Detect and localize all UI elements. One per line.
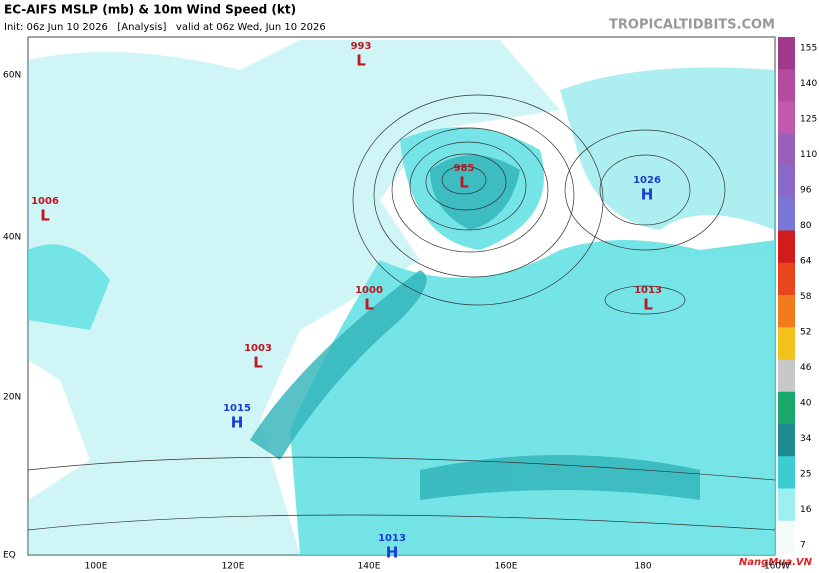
center-pressure: 1000	[355, 285, 383, 296]
colorbar-tick: 140	[800, 79, 817, 89]
center-type: L	[356, 52, 366, 70]
center-pressure: 1015	[223, 403, 251, 414]
center-type: H	[231, 414, 244, 432]
isobars	[27, 94, 776, 531]
center-type: L	[643, 296, 653, 314]
colorbar-swatch	[778, 424, 795, 457]
colorbar-tick: 64	[800, 257, 812, 267]
colorbar-swatch	[778, 456, 795, 489]
lon-label: 100E	[85, 562, 108, 572]
center-type: L	[253, 354, 263, 372]
colorbar-tick: 110	[800, 150, 817, 160]
colorbar-tick: 155	[800, 44, 817, 54]
colorbar-swatch	[778, 69, 795, 102]
colorbar-swatch	[778, 37, 795, 70]
colorbar-swatch	[778, 359, 795, 393]
colorbar-swatch	[778, 101, 795, 135]
center-pressure: 1003	[244, 343, 272, 354]
lon-label: 160W	[764, 562, 790, 572]
lat-label: EQ	[3, 551, 16, 561]
lat-label: 60N	[3, 71, 21, 81]
colorbar-tick: 125	[800, 115, 817, 125]
colorbar-tick: 25	[800, 470, 811, 480]
colorbar-swatch	[778, 166, 795, 199]
lon-label: 120E	[222, 562, 245, 572]
colorbar-swatch	[778, 391, 795, 425]
colorbar-swatch	[778, 198, 795, 231]
colorbar-tick: 34	[800, 434, 812, 444]
colorbar-tick: 16	[800, 505, 812, 515]
center-type: H	[386, 544, 399, 562]
colorbar-swatch	[778, 262, 795, 296]
center-type: L	[364, 296, 374, 314]
colorbar-swatch	[778, 488, 795, 522]
center-type: H	[641, 186, 654, 204]
center-pressure: 985	[454, 163, 475, 174]
center-pressure: 1013	[378, 533, 406, 544]
colorbar-tick: 46	[800, 363, 812, 373]
colorbar-tick: 40	[800, 399, 812, 409]
lat-label: 40N	[3, 233, 21, 243]
center-pressure: 1026	[633, 175, 661, 186]
center-type: L	[459, 174, 469, 192]
watermark: NangMua.VN	[739, 557, 813, 568]
lon-label: 140E	[358, 562, 381, 572]
colorbar-swatch	[778, 520, 795, 554]
center-pressure: 1013	[634, 285, 662, 296]
title: EC-AIFS MSLP (mb) & 10m Wind Speed (kt)	[4, 3, 296, 17]
center-pressure: 993	[351, 41, 372, 52]
colorbar-tick: 7	[800, 541, 806, 551]
lon-label: 180	[634, 562, 651, 572]
colorbar-swatch	[778, 133, 795, 167]
colorbar-swatch	[778, 295, 795, 328]
subtitle: Init: 06z Jun 10 2026 [Analysis] valid a…	[4, 22, 326, 33]
colorbar-tick: 96	[800, 186, 812, 196]
colorbar-tick: 58	[800, 292, 812, 302]
colorbar-swatch	[778, 230, 795, 264]
colorbar-swatch	[778, 327, 795, 360]
center-pressure: 1006	[31, 196, 59, 207]
site-name: TROPICALTIDBITS.COM	[609, 18, 775, 33]
center-type: L	[40, 207, 50, 225]
lon-label: 160E	[495, 562, 518, 572]
wind-shading	[28, 40, 775, 555]
lat-label: 20N	[3, 393, 21, 403]
colorbar-tick: 80	[800, 221, 812, 231]
colorbar-tick: 52	[800, 328, 811, 338]
